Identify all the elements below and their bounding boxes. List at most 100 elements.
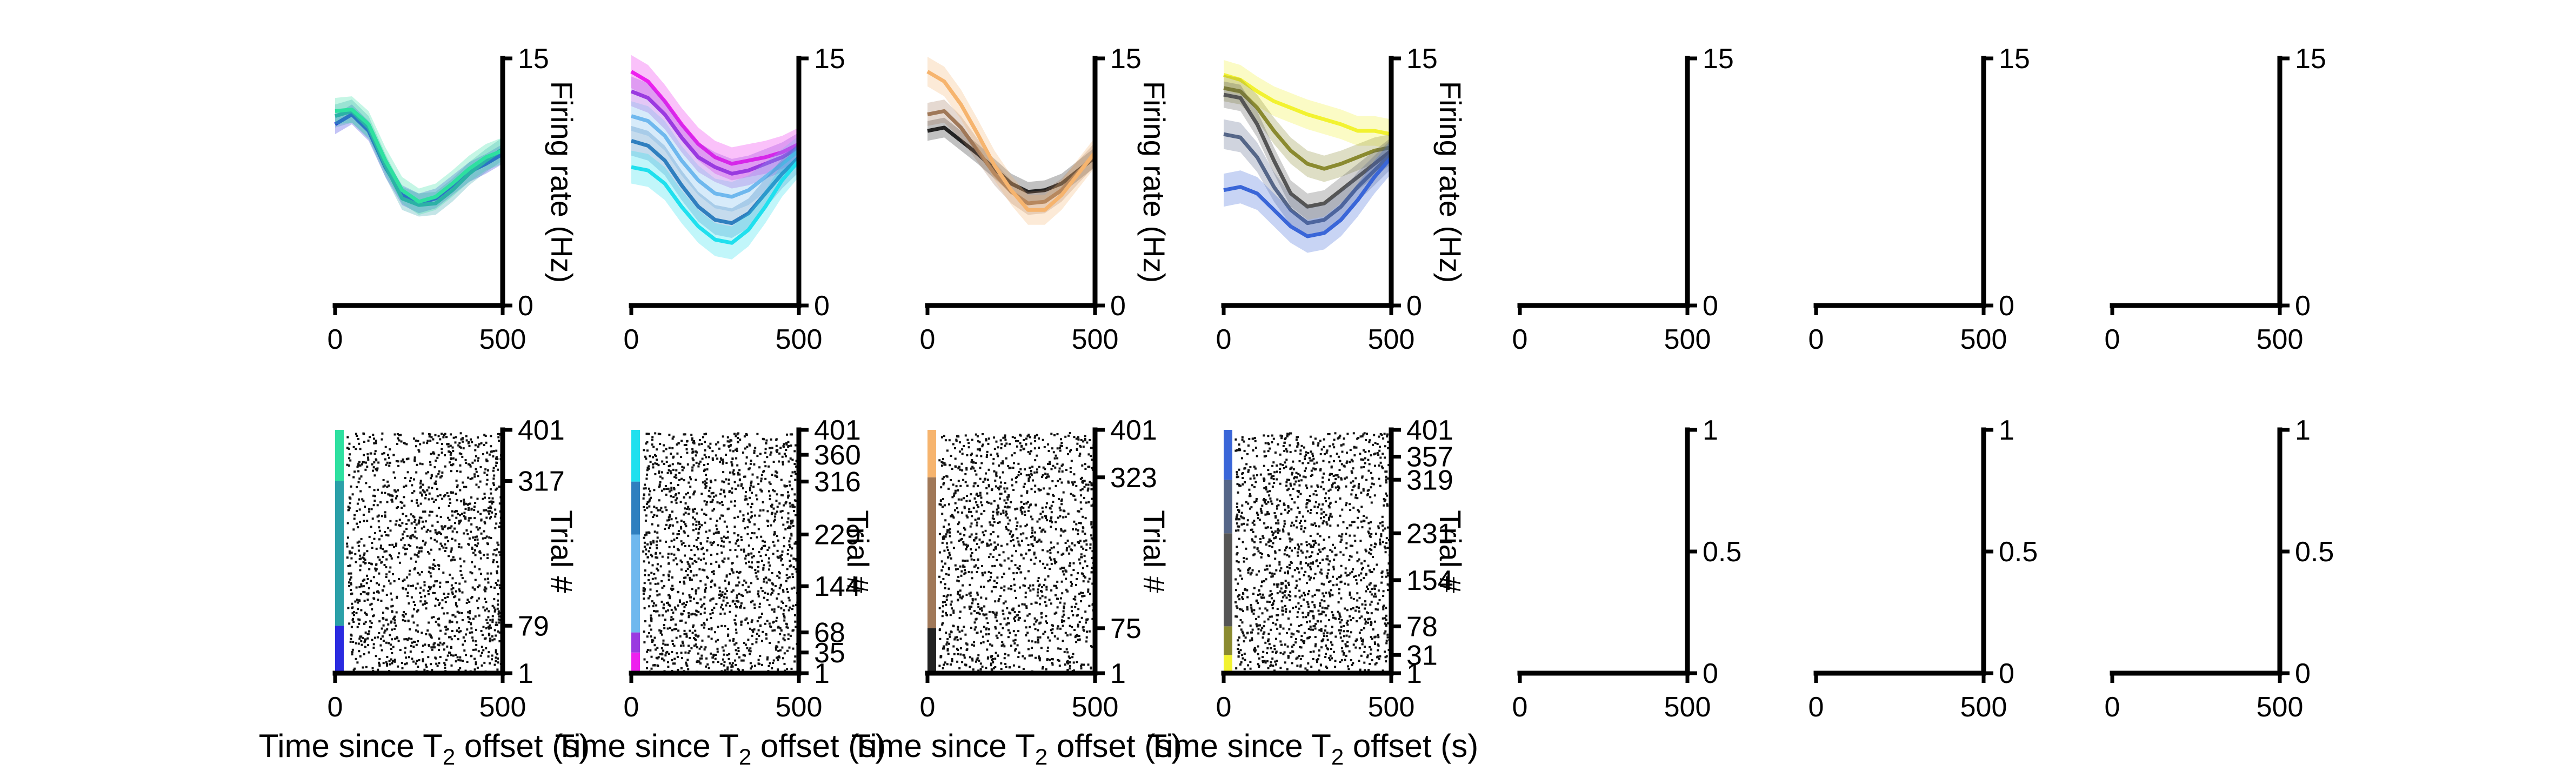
spike-mark bbox=[482, 453, 484, 455]
spike-mark bbox=[950, 630, 952, 633]
spike-mark bbox=[794, 655, 797, 658]
spike-mark bbox=[406, 595, 409, 597]
spike-mark bbox=[1003, 573, 1005, 575]
spike-mark bbox=[1343, 652, 1345, 654]
spike-mark bbox=[472, 617, 475, 620]
spike-mark bbox=[773, 610, 776, 613]
spike-mark bbox=[388, 484, 390, 487]
y-tick-label: 317 bbox=[518, 466, 565, 497]
spike-mark bbox=[975, 533, 978, 535]
spike-mark bbox=[1040, 586, 1043, 588]
spike-mark bbox=[782, 461, 784, 463]
spike-mark bbox=[780, 479, 783, 481]
spike-mark bbox=[1032, 479, 1034, 482]
spike-mark bbox=[353, 614, 355, 616]
spike-mark bbox=[656, 563, 659, 566]
spike-mark bbox=[780, 583, 783, 586]
spike-mark bbox=[1060, 528, 1063, 530]
spike-mark bbox=[756, 633, 758, 635]
spike-mark bbox=[703, 596, 706, 599]
spike-mark bbox=[1329, 455, 1332, 457]
spike-mark bbox=[710, 554, 712, 556]
spike-mark bbox=[710, 580, 712, 583]
spike-mark bbox=[461, 612, 463, 614]
spike-mark bbox=[1042, 439, 1044, 441]
spike-mark bbox=[360, 583, 363, 586]
spike-mark bbox=[759, 453, 762, 455]
spike-mark bbox=[1007, 494, 1010, 496]
spike-mark bbox=[660, 600, 663, 603]
spike-mark bbox=[976, 658, 978, 661]
spike-mark bbox=[422, 658, 424, 661]
spike-mark bbox=[754, 569, 757, 571]
spike-mark bbox=[961, 629, 964, 632]
spike-mark bbox=[727, 628, 730, 630]
spike-mark bbox=[370, 602, 373, 605]
spike-mark bbox=[951, 496, 954, 499]
spike-mark bbox=[1006, 496, 1009, 499]
spike-mark bbox=[1056, 542, 1059, 545]
spike-mark bbox=[1034, 531, 1037, 534]
spike-mark bbox=[1007, 629, 1010, 632]
spike-mark bbox=[669, 595, 671, 598]
spike-mark bbox=[405, 662, 408, 665]
x-tick-label: 0 bbox=[1216, 324, 1232, 355]
spike-mark bbox=[446, 443, 449, 446]
spike-mark bbox=[966, 516, 969, 519]
spike-mark bbox=[388, 544, 391, 546]
spike-mark bbox=[989, 643, 992, 646]
spike-mark bbox=[1069, 467, 1072, 469]
spike-mark bbox=[650, 620, 653, 622]
spike-mark bbox=[486, 474, 489, 476]
spike-mark bbox=[1361, 435, 1364, 437]
spike-mark bbox=[1344, 572, 1347, 574]
spike-mark bbox=[683, 580, 685, 583]
spike-mark bbox=[1307, 603, 1310, 606]
spike-mark bbox=[705, 665, 708, 668]
spike-mark bbox=[456, 484, 459, 487]
spike-mark bbox=[941, 513, 944, 515]
spike-mark bbox=[700, 548, 703, 550]
spike-mark bbox=[413, 490, 416, 493]
spike-mark bbox=[1022, 532, 1025, 535]
spike-mark bbox=[661, 586, 664, 589]
spike-mark bbox=[468, 601, 471, 603]
spike-mark bbox=[1063, 573, 1065, 576]
y-tick-label: 1 bbox=[518, 658, 533, 689]
spike-mark bbox=[792, 566, 795, 568]
spike-mark bbox=[736, 464, 739, 467]
spike-mark bbox=[772, 553, 775, 555]
spike-mark bbox=[393, 619, 396, 622]
spike-mark bbox=[677, 591, 679, 594]
spike-mark bbox=[1322, 488, 1325, 490]
spike-mark bbox=[1082, 580, 1085, 583]
spike-mark bbox=[983, 510, 986, 513]
spike-mark bbox=[1034, 435, 1037, 437]
spike-mark bbox=[719, 457, 722, 460]
spike-mark bbox=[495, 449, 498, 452]
spike-mark bbox=[476, 545, 478, 548]
spike-mark bbox=[676, 443, 678, 446]
spike-mark bbox=[643, 536, 645, 539]
spike-mark bbox=[788, 540, 791, 543]
spike-mark bbox=[958, 594, 961, 596]
spike-mark bbox=[1042, 474, 1044, 477]
spike-mark bbox=[764, 554, 767, 556]
spike-mark bbox=[1276, 464, 1278, 467]
spike-mark bbox=[709, 613, 712, 615]
spike-mark bbox=[490, 572, 492, 575]
spike-mark bbox=[777, 649, 780, 652]
y-tick-label: 15 bbox=[1703, 43, 1734, 75]
spike-mark bbox=[677, 533, 680, 535]
spike-mark bbox=[722, 608, 724, 610]
spike-mark bbox=[1277, 519, 1279, 522]
spike-mark bbox=[760, 587, 763, 589]
spike-mark bbox=[1379, 446, 1382, 448]
y-tick-label: 229 bbox=[814, 520, 861, 551]
spike-mark bbox=[643, 590, 646, 593]
spike-mark bbox=[381, 515, 383, 517]
spike-mark bbox=[452, 457, 455, 460]
spike-mark bbox=[383, 585, 385, 588]
spike-mark bbox=[1083, 496, 1085, 499]
spike-mark bbox=[729, 449, 732, 452]
